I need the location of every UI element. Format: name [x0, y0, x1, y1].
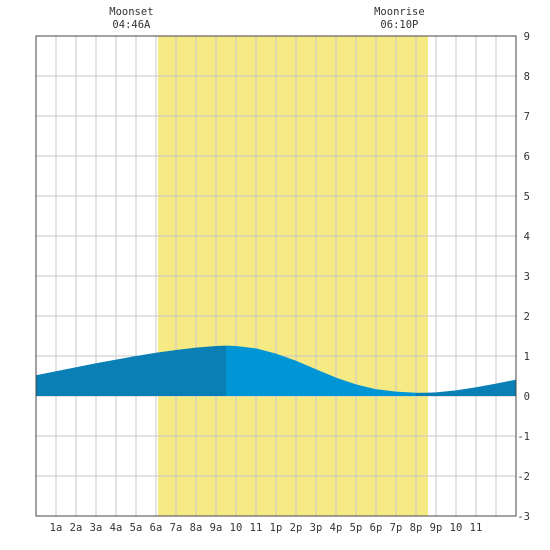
x-tick-label: 9a — [210, 522, 223, 534]
y-tick-label: 0 — [524, 391, 530, 403]
annotation-time: 06:10P — [380, 19, 418, 31]
x-tick-label: 5a — [130, 522, 143, 534]
y-tick-label: -3 — [517, 511, 530, 523]
x-tick-label: 8a — [190, 522, 203, 534]
annotation-label: Moonrise — [374, 6, 425, 18]
y-tick-label: 8 — [524, 71, 530, 83]
x-tick-label: 9p — [430, 522, 443, 534]
x-tick-label: 3a — [90, 522, 103, 534]
grid-layer — [36, 36, 516, 516]
y-tick-label: 2 — [524, 311, 530, 323]
x-tick-label: 8p — [410, 522, 423, 534]
y-tick-label: 9 — [524, 31, 530, 43]
x-tick-label: 5p — [350, 522, 363, 534]
x-tick-label: 4p — [330, 522, 343, 534]
y-tick-label: 1 — [524, 351, 530, 363]
x-tick-label: 7a — [170, 522, 183, 534]
y-tick-label: 6 — [524, 151, 530, 163]
x-tick-label: 10 — [450, 522, 463, 534]
tide-area-layer — [36, 345, 516, 396]
tide-area-rising — [36, 345, 226, 396]
y-tick-label: 7 — [524, 111, 530, 123]
x-tick-label: 4a — [110, 522, 123, 534]
x-tick-label: 1p — [270, 522, 283, 534]
y-axis-labels: 9 8 7 6 5 4 3 2 1 0 -1 -2 -3 — [517, 31, 530, 523]
y-tick-label: 4 — [524, 231, 530, 243]
annotation-label: Moonset — [109, 6, 153, 18]
tide-area-falling — [226, 345, 416, 396]
x-tick-label: 6a — [150, 522, 163, 534]
x-tick-label: 2a — [70, 522, 83, 534]
y-tick-label: 5 — [524, 191, 530, 203]
annotation-time: 04:46A — [112, 19, 151, 31]
x-tick-label: 7p — [390, 522, 403, 534]
x-tick-label: 2p — [290, 522, 303, 534]
plot-frame — [35, 35, 517, 517]
x-tick-label: 11 — [470, 522, 483, 534]
x-tick-label: 6p — [370, 522, 383, 534]
tide-area-rising-late — [416, 379, 516, 396]
x-tick-label: 10 — [230, 522, 243, 534]
x-axis-labels: 1a 2a 3a 4a 5a 6a 7a 8a 9a 10 11 1p 2p 3p 4p 5p 6p 7p 8p 9p… — [50, 522, 483, 534]
x-tick-label: 11 — [250, 522, 263, 534]
y-tick-label: -2 — [517, 471, 530, 483]
y-tick-label: -1 — [517, 431, 530, 443]
x-tick-label: 1a — [50, 522, 63, 534]
x-tick-label: 3p — [310, 522, 323, 534]
y-tick-label: 3 — [524, 271, 530, 283]
